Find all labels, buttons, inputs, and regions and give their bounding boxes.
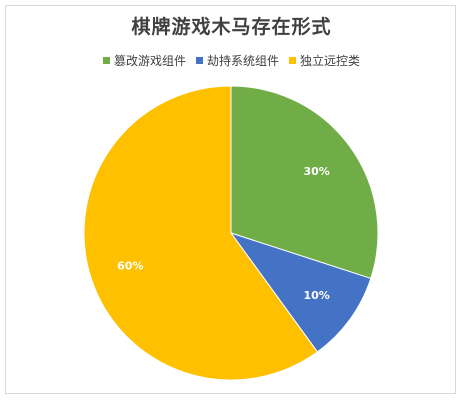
legend-item: 篡改游戏组件 bbox=[102, 52, 186, 69]
slice-data-label: 10% bbox=[303, 289, 329, 302]
legend-swatch bbox=[102, 57, 110, 64]
legend-label: 篡改游戏组件 bbox=[113, 54, 186, 68]
pie-slice bbox=[230, 85, 379, 280]
legend: 篡改游戏组件 劫持系统组件 独立远控类 bbox=[0, 52, 463, 69]
legend-label: 独立远控类 bbox=[300, 54, 361, 68]
chart-title: 棋牌游戏木马存在形式 bbox=[131, 16, 332, 38]
pie-slice bbox=[229, 232, 372, 353]
legend-swatch bbox=[195, 57, 203, 64]
slice-data-label: 60% bbox=[117, 260, 143, 273]
slice-data-label: 30% bbox=[303, 165, 329, 178]
legend-item: 劫持系统组件 bbox=[195, 52, 279, 69]
legend-item: 独立远控类 bbox=[289, 52, 360, 69]
legend-label: 劫持系统组件 bbox=[206, 54, 279, 68]
pie-slice bbox=[83, 85, 319, 381]
legend-swatch bbox=[289, 57, 296, 64]
